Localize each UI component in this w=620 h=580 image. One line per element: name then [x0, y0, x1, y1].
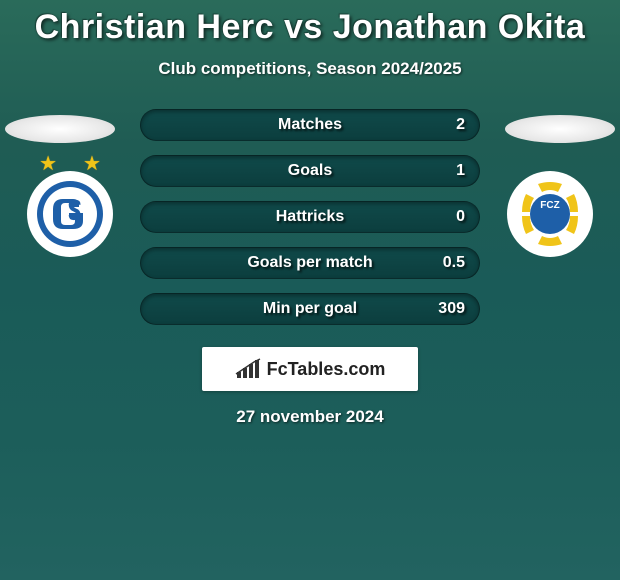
right-club-badge: FCZ [507, 171, 593, 257]
brand-text: FcTables.com [267, 359, 386, 380]
bar-chart-icon [235, 358, 261, 380]
stats-bars: Matches 2 Goals 1 Hattricks 0 Goals per … [140, 109, 480, 325]
stat-value: 0.5 [443, 254, 465, 272]
stat-row: Matches 2 [140, 109, 480, 141]
star-icon: ★ [39, 151, 57, 176]
fc-zurich-logo-icon: FCZ [512, 176, 588, 252]
stat-label: Matches [278, 116, 342, 134]
stat-row: Goals 1 [140, 155, 480, 187]
stat-row: Hattricks 0 [140, 201, 480, 233]
stat-value: 2 [456, 116, 465, 134]
stat-label: Goals [288, 162, 332, 180]
stat-value: 1 [456, 162, 465, 180]
right-shadow-ellipse [505, 115, 615, 143]
left-club-badge: ★ ★ [27, 171, 113, 257]
brand-watermark: FcTables.com [202, 347, 418, 391]
stat-row: Goals per match 0.5 [140, 247, 480, 279]
comparison-content: ★ ★ FCZ Matches 2 [0, 109, 620, 427]
page-title: Christian Herc vs Jonathan Okita [0, 0, 620, 47]
stat-value: 0 [456, 208, 465, 226]
stat-row: Min per goal 309 [140, 293, 480, 325]
left-badge-stars: ★ ★ [27, 151, 113, 176]
stat-label: Goals per match [247, 254, 372, 272]
star-icon: ★ [83, 151, 101, 176]
date-text: 27 november 2024 [0, 407, 620, 427]
left-shadow-ellipse [5, 115, 115, 143]
subtitle: Club competitions, Season 2024/2025 [0, 59, 620, 79]
stat-label: Min per goal [263, 300, 357, 318]
stat-label: Hattricks [276, 208, 344, 226]
grasshopper-logo-icon [35, 179, 105, 249]
svg-text:FCZ: FCZ [540, 200, 559, 211]
stat-value: 309 [438, 300, 465, 318]
